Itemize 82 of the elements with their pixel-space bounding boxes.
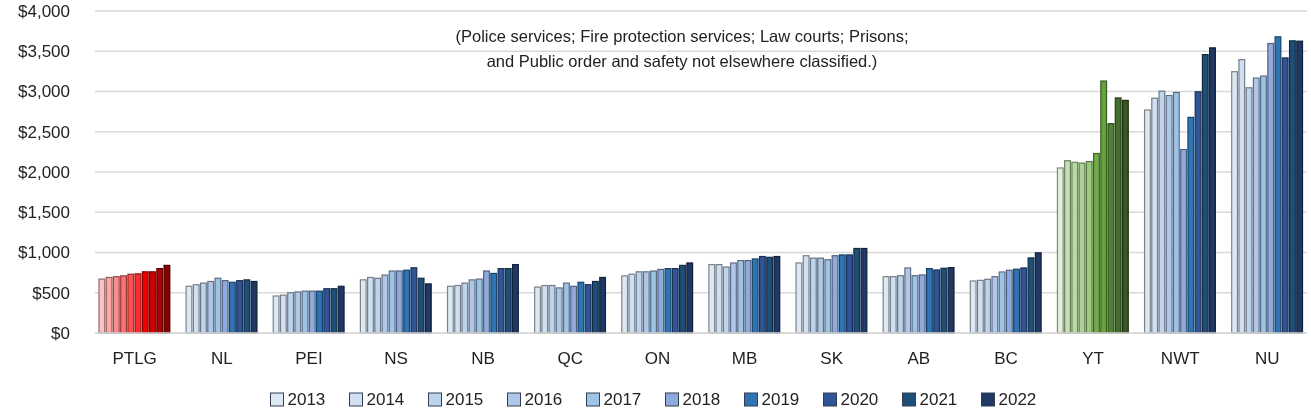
x-tick-label: PTLG <box>112 349 157 368</box>
bar <box>570 285 578 334</box>
bar <box>664 268 672 334</box>
bar <box>308 290 316 334</box>
bar <box>1187 116 1195 334</box>
x-tick-label: AB <box>907 349 931 368</box>
y-tick-label: $1,000 <box>18 243 70 263</box>
legend-label: 2022 <box>998 390 1037 409</box>
bar <box>134 273 142 334</box>
bar <box>120 275 128 334</box>
bar <box>758 255 766 334</box>
bar <box>483 270 490 334</box>
bar <box>925 268 933 334</box>
bar <box>831 255 839 334</box>
bar <box>228 281 236 334</box>
bar <box>846 254 853 334</box>
bar <box>577 281 585 334</box>
legend-label: 2015 <box>445 390 484 409</box>
bar <box>163 264 171 334</box>
bar <box>497 268 505 334</box>
bar <box>1020 267 1028 334</box>
bar <box>657 268 665 334</box>
legend-label: 2019 <box>761 390 800 409</box>
legend-label: 2013 <box>287 390 326 409</box>
bar <box>1005 269 1013 334</box>
bar <box>1056 167 1064 334</box>
legend-label: 2017 <box>603 390 642 409</box>
legend-label: 2020 <box>840 390 879 409</box>
bar <box>490 272 498 334</box>
bar <box>1281 57 1289 334</box>
bar <box>316 290 323 334</box>
bar <box>156 268 164 334</box>
bar <box>1267 42 1275 334</box>
bar <box>141 271 149 334</box>
y-tick-label: $1,500 <box>18 203 70 223</box>
bar <box>671 268 679 334</box>
annotation: and Public order and safety not elsewhere classified.) <box>486 52 878 70</box>
legend-label: 2021 <box>919 390 958 409</box>
y-tick-label: $2,000 <box>18 162 70 182</box>
legend-label: 2016 <box>524 390 563 409</box>
x-tick-label: NS <box>384 349 408 368</box>
bar <box>933 269 941 334</box>
bar <box>744 259 752 334</box>
y-tick-label: $0 <box>51 323 70 343</box>
y-tick-label: $3,500 <box>18 42 70 62</box>
x-tick-label: ON <box>644 349 671 368</box>
y-tick-label: $3,000 <box>18 82 70 102</box>
bar <box>395 270 403 334</box>
y-tick-label: $2,500 <box>18 122 70 142</box>
x-tick-label: NU <box>1255 349 1280 368</box>
bar <box>410 267 418 334</box>
x-tick-label: NWT <box>1160 349 1200 368</box>
bar <box>112 276 120 334</box>
bar <box>918 274 926 334</box>
bar <box>751 258 759 334</box>
bar <box>838 254 846 334</box>
bar <box>584 284 592 334</box>
bar <box>105 276 113 334</box>
bar <box>236 280 244 334</box>
x-tick-label: MB <box>731 349 758 368</box>
y-tick-label: $500 <box>32 283 70 303</box>
bar <box>98 278 106 334</box>
bar <box>221 280 229 334</box>
x-tick-label: SK <box>820 349 844 368</box>
x-tick-label: YT <box>1082 349 1104 368</box>
x-tick-label: PEI <box>295 349 323 368</box>
y-tick-label: $4,000 <box>18 1 70 21</box>
x-tick-label: NB <box>471 349 495 368</box>
bar <box>1180 148 1188 334</box>
bar <box>1274 36 1282 334</box>
bar <box>323 288 331 334</box>
bar <box>127 273 135 334</box>
bar <box>1013 268 1021 334</box>
x-tick-label: QC <box>557 349 584 368</box>
bar <box>1194 91 1202 334</box>
legend-label: 2018 <box>682 390 721 409</box>
bar <box>149 271 156 334</box>
x-tick-label: NL <box>210 349 233 368</box>
annotation: (Police services; Fire protection services; Law courts; Prisons; <box>455 27 909 45</box>
bar <box>403 269 411 334</box>
x-tick-label: BC <box>994 349 1018 368</box>
legend-label: 2014 <box>366 390 405 409</box>
